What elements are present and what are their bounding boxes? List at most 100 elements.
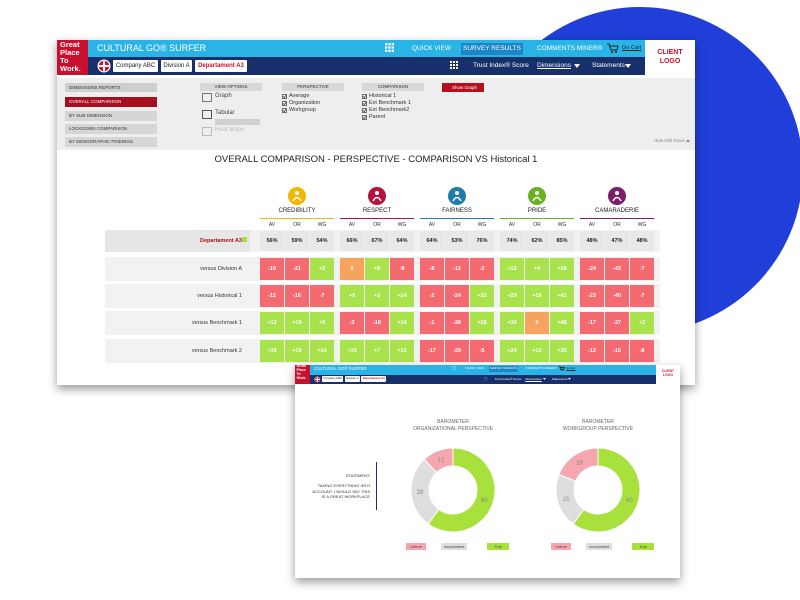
reports-header: DIMENSIONS REPORTS	[65, 83, 157, 92]
grid-cell	[453, 64, 455, 66]
report-item[interactable]: BY DEMOGRAPHIC FINDINGS	[65, 137, 157, 147]
sub-nav[interactable]: Trust Index® Score	[494, 377, 522, 382]
breadcrumb[interactable]: Division A	[161, 60, 192, 72]
nav-item[interactable]: COMMENTS MINER®	[537, 44, 603, 52]
checkbox-label[interactable]: Historical 1	[369, 93, 397, 99]
sub-nav[interactable]: Dimensions	[525, 377, 542, 382]
checkbox	[362, 101, 367, 106]
table-cell: -17	[420, 340, 444, 362]
row-flag-icon	[242, 237, 247, 242]
nav-item[interactable]: SURVEY RESULTS	[461, 42, 523, 55]
cart-link[interactable]: Go Cart	[622, 44, 642, 51]
grid-cell	[455, 368, 457, 369]
table-cell: +28	[470, 312, 494, 334]
grid-cell	[391, 49, 394, 52]
table-cell: +14	[310, 340, 334, 362]
sub-bar	[295, 375, 680, 384]
dimension-icon-circle	[368, 187, 386, 205]
checkbox-tick	[362, 94, 367, 99]
breadcrumb[interactable]: Departament A3	[195, 60, 247, 72]
column-header: AV	[428, 222, 436, 228]
table-cell: -24	[445, 285, 469, 307]
breadcrumb[interactable]: Division A	[344, 376, 360, 383]
table-cell: 62%	[525, 231, 549, 251]
table-cell: -10	[260, 258, 284, 280]
table-cell: 54%	[310, 231, 334, 251]
nav-item[interactable]: QUICK VIEW	[412, 44, 452, 52]
table-cell: +41	[550, 285, 574, 307]
option-header: COMPARISON	[362, 83, 424, 91]
caret-shape	[686, 139, 690, 142]
grid-cell	[388, 43, 391, 46]
sub-nav[interactable]: Statements	[551, 377, 568, 382]
options-panel: DIMENSIONS REPORTS OVERALL COMPARISON BY S…	[57, 78, 695, 150]
view-option[interactable]: Graph	[215, 93, 232, 99]
dimension-icon-body	[612, 196, 622, 202]
cart-icon	[607, 43, 619, 53]
table-cell: +2	[630, 312, 654, 334]
grid-cell	[452, 369, 454, 371]
app-title: CULTURAL GO® SURFER	[314, 366, 367, 372]
breadcrumb[interactable]: Company ABC	[113, 60, 158, 72]
checkbox-box	[362, 115, 367, 120]
caret-up	[686, 139, 690, 142]
table-cell: -2	[470, 258, 494, 280]
checkbox-label[interactable]: Ext Benchmark2	[369, 107, 410, 113]
app-title: CULTURAL GO® SURFER	[97, 43, 207, 53]
slice-label: 21	[563, 497, 570, 503]
sub-nav[interactable]: Dimensions	[537, 61, 571, 69]
report-item[interactable]: LOCKDOWN COMPARISON	[65, 124, 157, 134]
view-option[interactable]: Heat Maps	[215, 127, 245, 133]
show-graph-button[interactable]: Show Graph	[442, 83, 484, 92]
table-cell: 56%	[260, 231, 284, 251]
report-item[interactable]: BY SUB DIMENSION	[65, 111, 157, 121]
sub-nav[interactable]: Trust Index® Score	[473, 61, 529, 69]
checkbox-label[interactable]: Organization	[289, 100, 321, 106]
table-cell: -15	[605, 340, 629, 362]
checkbox-label[interactable]: Average	[289, 93, 310, 99]
grid-cell	[450, 61, 452, 63]
column-header: OR	[293, 222, 301, 228]
legend-label: True	[639, 545, 647, 549]
breadcrumb[interactable]: Departament A3	[361, 376, 387, 383]
table-cell: 85%	[550, 231, 574, 251]
nav-item[interactable]: QUICK VIEW	[465, 366, 485, 371]
table-cell: +2	[310, 258, 334, 280]
checkbox	[282, 101, 287, 106]
caret-shape	[574, 64, 580, 68]
grid-cell	[456, 61, 458, 63]
table-cell: +12	[260, 312, 284, 334]
column-header: WG	[317, 222, 327, 228]
cart-wheel	[560, 370, 562, 372]
report-item[interactable]: OVERALL COMPARISON	[65, 97, 157, 107]
hide-drill-down[interactable]: Hide Drill Down	[653, 138, 685, 143]
slice-label: 19	[576, 461, 583, 467]
breadcrumb[interactable]: Company ABC	[321, 376, 344, 383]
dimension-icon-head	[455, 191, 459, 195]
table-cell: +12	[390, 340, 414, 362]
cart-link[interactable]: Go Cart	[566, 367, 576, 371]
table-cell: 66%	[340, 231, 364, 251]
table-cell: +48	[550, 312, 574, 334]
sub-nav[interactable]: Statements	[592, 61, 625, 69]
nav-item[interactable]: SURVEY RESULTS	[488, 366, 519, 372]
table-cell: -7	[630, 258, 654, 280]
grid-icon	[450, 61, 458, 69]
checkbox-label[interactable]: Workgroup	[289, 107, 316, 113]
nav-item[interactable]: COMMENTS MINER®	[525, 366, 557, 371]
column-header: WG	[397, 222, 407, 228]
column-header: OR	[533, 222, 541, 228]
dimension-underline	[340, 218, 414, 219]
dimension-icon-circle	[528, 187, 546, 205]
table-cell: +35	[550, 340, 574, 362]
legend-swatch	[586, 543, 612, 550]
dimension-icon	[608, 187, 626, 205]
table-cell: +24	[500, 340, 524, 362]
table-cell: +4	[525, 258, 549, 280]
column-header: WG	[557, 222, 567, 228]
checkbox-label[interactable]: Parent	[369, 114, 386, 120]
table-cell: -12	[260, 285, 284, 307]
checkbox-label[interactable]: Ext Benchmark 1	[369, 100, 411, 106]
dimension-name: CAMARADERIE	[594, 208, 639, 214]
view-option[interactable]: Tabular	[215, 110, 235, 116]
